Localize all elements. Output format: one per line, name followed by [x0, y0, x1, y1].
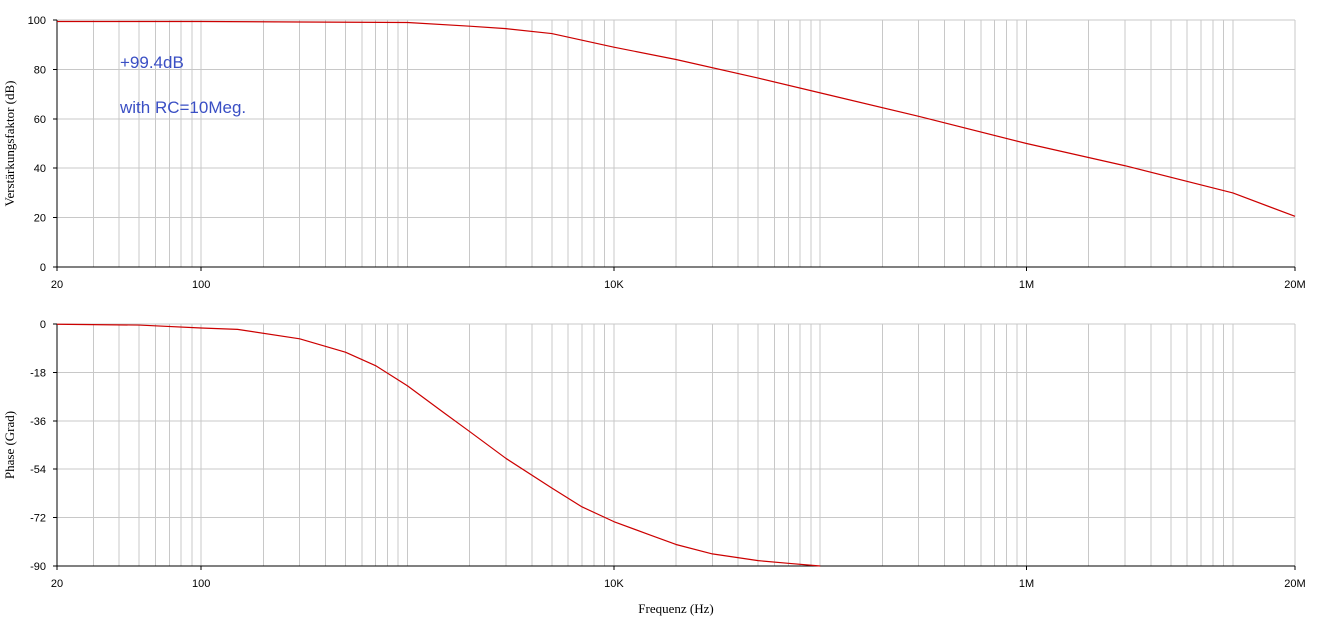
chart-panel-1: 0 20 40 60 80 100 20 100 10K 1M 20M Verstärkungsfak… [2, 15, 1306, 291]
y-tick-label: 100 [28, 15, 46, 27]
y-tick-label: -18 [30, 367, 46, 379]
x-tick-label: 100 [192, 578, 210, 590]
y-tick-label: -72 [30, 513, 46, 525]
x-tick-label: 10K [604, 578, 624, 590]
y-tick-label: 0 [40, 262, 46, 274]
y-tick-label: 0 [40, 319, 46, 331]
y-tick-label: -90 [30, 561, 46, 573]
x-tick-label: 20 [51, 578, 63, 590]
y-tick-label: 40 [34, 163, 46, 175]
y-axis-title: Verstärkungsfaktor (dB) [2, 81, 17, 207]
annotation-text: +99.4dB [120, 53, 184, 72]
x-tick-label: 10K [604, 279, 624, 291]
annotation-text: with RC=10Meg. [119, 98, 246, 117]
chart-panel-2: 0 -18 -36 -54 -72 -90 20 100 10K 1M 20M Phase (Grad… [2, 319, 1306, 616]
x-tick-label: 20M [1284, 578, 1305, 590]
y-tick-label: -54 [30, 464, 46, 476]
y-tick-label: 20 [34, 213, 46, 225]
x-tick-label: 1M [1019, 578, 1034, 590]
series-line-1 [56, 323, 821, 567]
x-tick-label: 20 [51, 279, 63, 291]
x-tick-label: 1M [1019, 279, 1034, 291]
series-line-1 [57, 20, 1296, 217]
x-tick-label: 20M [1284, 279, 1305, 291]
y-tick-label: 80 [34, 64, 46, 76]
x-axis-title: Frequenz (Hz) [638, 601, 713, 616]
y-axis-title: Phase (Grad) [2, 411, 17, 479]
x-tick-label: 100 [192, 279, 210, 291]
y-tick-label: 60 [34, 114, 46, 126]
y-tick-label: -36 [30, 416, 46, 428]
